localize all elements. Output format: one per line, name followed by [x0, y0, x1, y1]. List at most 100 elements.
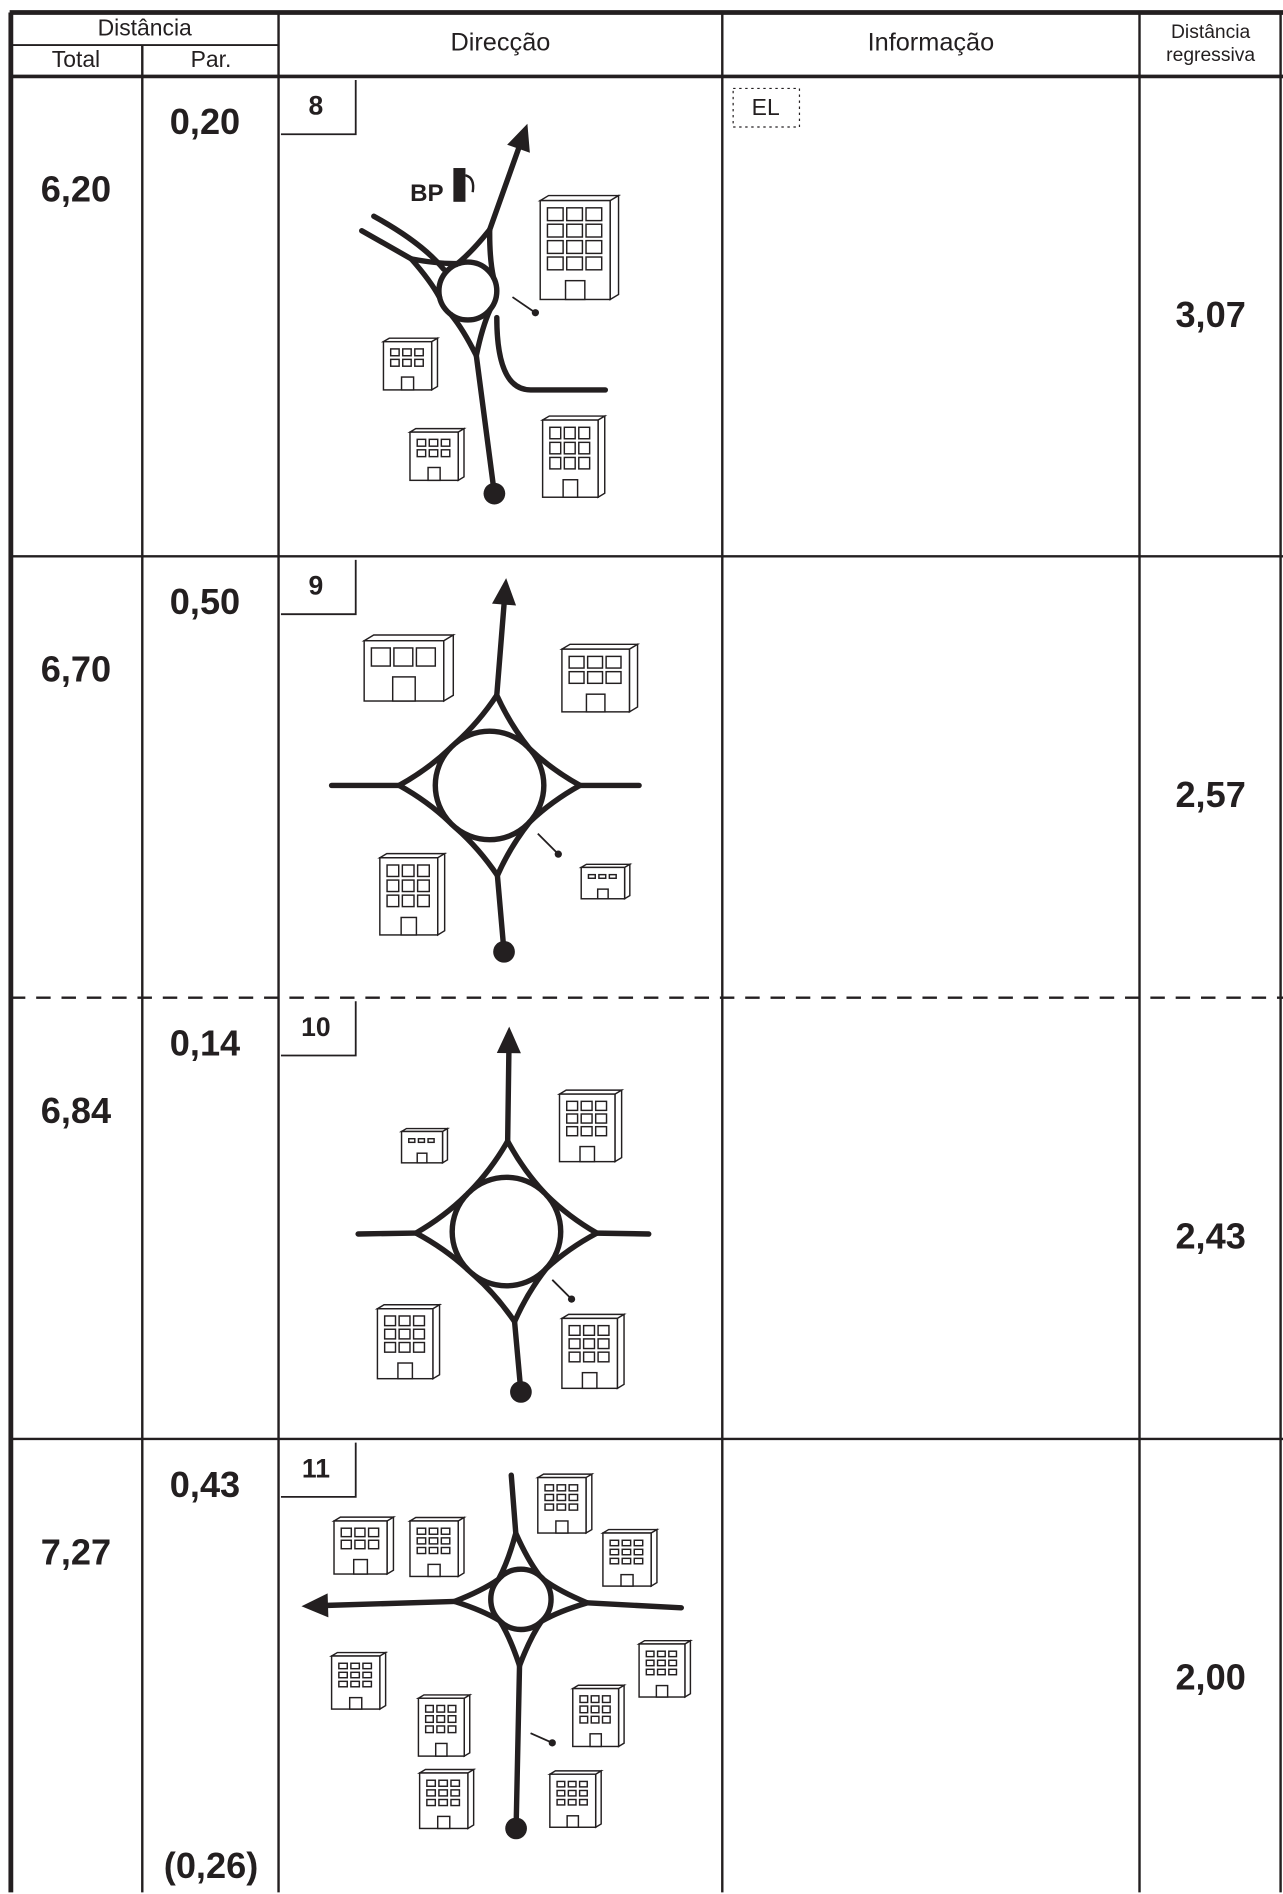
window: [544, 1493, 555, 1502]
window: [556, 1503, 567, 1511]
window: [563, 426, 576, 440]
road: [539, 1600, 590, 1624]
step-box: [280, 1001, 357, 1057]
header-distance: Distância: [98, 14, 192, 40]
step-number: 10: [301, 1012, 331, 1042]
window: [585, 223, 603, 238]
window: [402, 358, 412, 367]
window: [416, 438, 427, 447]
window: [389, 358, 400, 367]
road: [494, 872, 507, 955]
window: [556, 1789, 566, 1797]
window: [645, 1650, 655, 1658]
roundabout-ring: [488, 1566, 554, 1633]
start-dot: [483, 482, 506, 505]
road: [511, 1265, 550, 1325]
window: [579, 1695, 589, 1704]
pointer: [511, 296, 536, 314]
window: [563, 441, 576, 455]
window: [609, 1539, 620, 1547]
building: [535, 1472, 595, 1535]
window: [597, 1338, 610, 1350]
window: [597, 1351, 610, 1363]
partial-distance: 0,20: [170, 101, 240, 142]
window: [340, 1539, 353, 1550]
window: [436, 1725, 446, 1734]
window: [586, 670, 604, 685]
step-number: 11: [302, 1453, 330, 1483]
header-partial: Par.: [191, 46, 232, 72]
building: [415, 1693, 473, 1758]
road: [504, 1138, 547, 1196]
window: [438, 1789, 449, 1797]
window: [414, 348, 424, 357]
window: [566, 1125, 579, 1137]
window: [447, 1714, 457, 1724]
window: [668, 1668, 678, 1676]
window: [447, 1725, 457, 1734]
window: [578, 1789, 588, 1797]
window: [633, 1539, 644, 1547]
window: [597, 1324, 610, 1336]
road: [325, 1598, 458, 1609]
window: [401, 894, 415, 908]
road: [486, 226, 497, 281]
window: [546, 207, 564, 222]
direction-arrow: [496, 1026, 521, 1054]
window: [546, 223, 564, 238]
roundabout: [355, 1026, 652, 1403]
window: [424, 1704, 435, 1713]
road: [542, 1230, 600, 1272]
regressive-distance: 2,57: [1175, 774, 1245, 815]
window: [645, 1668, 655, 1676]
direction-arrow: [507, 123, 530, 153]
start-dot: [505, 1817, 527, 1840]
window: [412, 1315, 426, 1327]
pointer-dot: [548, 1739, 556, 1747]
header-regressive: Distância: [1171, 22, 1251, 43]
window: [440, 449, 451, 458]
door: [427, 1563, 441, 1578]
window: [412, 1341, 426, 1353]
window: [350, 1671, 361, 1679]
window: [401, 879, 415, 893]
road: [371, 213, 447, 273]
door: [436, 1815, 451, 1830]
pointer-dot: [531, 309, 540, 317]
window: [393, 647, 414, 667]
header-information: Informação: [868, 29, 995, 57]
window: [633, 1557, 644, 1565]
window: [398, 1341, 411, 1353]
window: [668, 1650, 678, 1658]
road: [496, 1530, 519, 1582]
road: [453, 825, 501, 879]
window: [340, 1527, 353, 1538]
window: [579, 1705, 589, 1714]
building: [636, 1639, 694, 1699]
road: [413, 1192, 469, 1236]
road: [494, 819, 533, 879]
window: [367, 1539, 380, 1550]
direction-arrow: [301, 1593, 329, 1618]
building: [559, 643, 641, 714]
window: [621, 1557, 632, 1565]
roundabout: [328, 578, 642, 963]
window: [544, 1484, 555, 1492]
window: [424, 1725, 435, 1734]
building: [600, 1528, 660, 1588]
road: [516, 1619, 544, 1669]
road: [470, 1271, 518, 1325]
station-label: BP: [410, 180, 444, 207]
building: [537, 194, 622, 301]
building: [556, 1088, 625, 1163]
direction-arrow: [492, 578, 517, 606]
window: [590, 1705, 600, 1714]
window: [566, 239, 584, 255]
window: [567, 1789, 577, 1797]
road: [508, 1472, 519, 1536]
road: [494, 314, 609, 393]
window: [440, 1546, 451, 1555]
partial-distance: 0,14: [170, 1022, 240, 1063]
door: [427, 466, 441, 482]
road: [413, 1230, 471, 1272]
